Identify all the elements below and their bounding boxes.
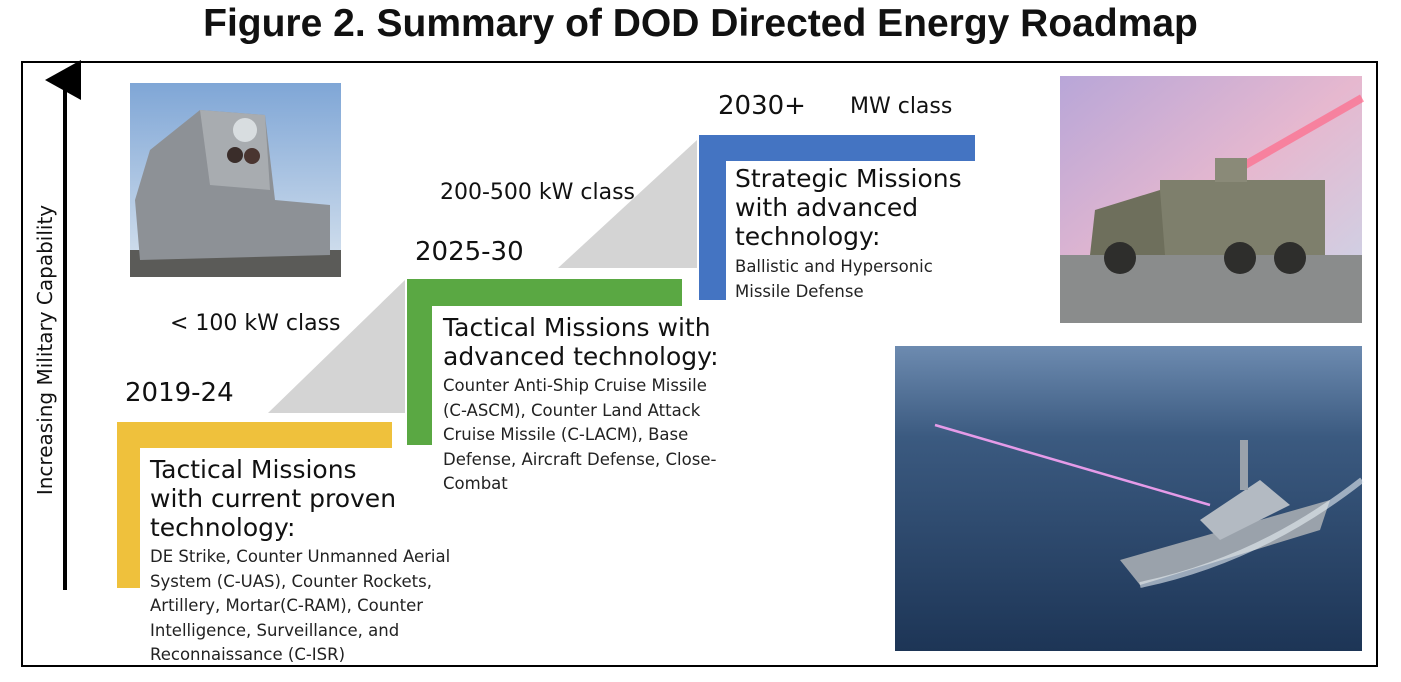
ramp — [268, 280, 405, 413]
stage-power-class: 200-500 kW class — [440, 180, 636, 205]
photo-truck — [1060, 76, 1364, 323]
stage-bar — [117, 422, 392, 588]
photo-turret — [130, 83, 341, 277]
stage-description: Ballistic and Hypersonic Missile Defense — [735, 257, 933, 301]
stage-heading: Tactical Missions with advanced technolo… — [443, 313, 719, 371]
figure-title: Figure 2. Summary of DOD Directed Energy… — [203, 2, 1198, 45]
stage-description: DE Strike, Counter Unmanned Aerial Syste… — [150, 547, 451, 664]
frame — [21, 61, 1378, 667]
stage-power-class: < 100 kW class — [170, 311, 341, 336]
stage-power-class: MW class — [850, 94, 953, 119]
stage-heading: Strategic Missions with advanced technol… — [735, 164, 962, 251]
axis-label: Increasing Military Capability — [33, 204, 57, 496]
stage-description: Counter Anti-Ship Cruise Missile (C-ASCM… — [443, 376, 717, 493]
stage-period: 2025-30 — [415, 237, 524, 267]
stage-period: 2030+ — [718, 91, 806, 121]
stage-bar — [407, 279, 682, 445]
photo-ship — [895, 346, 1364, 651]
stage-heading: Tactical Missions with current proven te… — [150, 455, 397, 542]
stage-bar — [699, 135, 975, 300]
stage-period: 2019-24 — [125, 378, 234, 408]
ramp — [558, 140, 697, 268]
